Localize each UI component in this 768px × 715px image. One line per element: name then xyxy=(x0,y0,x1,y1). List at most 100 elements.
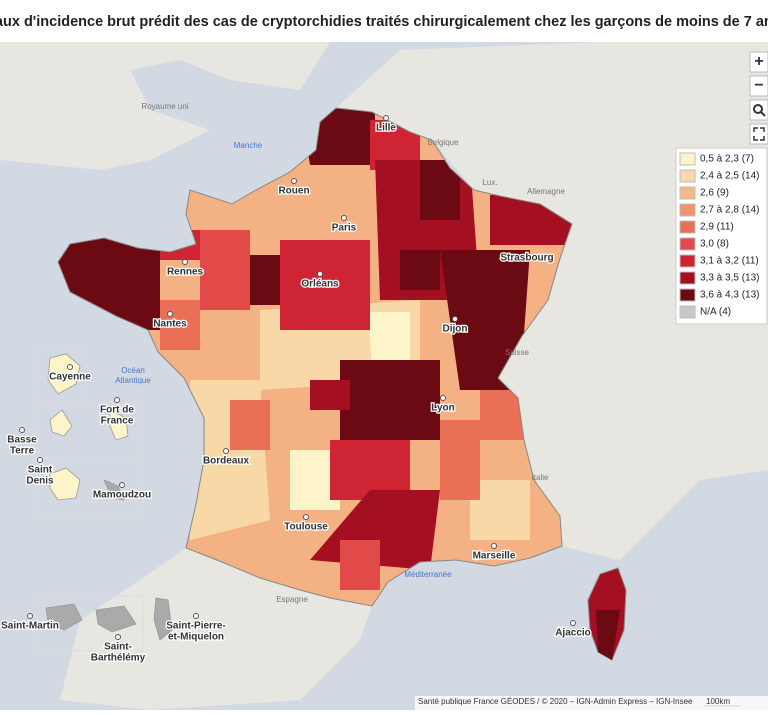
legend-label: 2,9 (11) xyxy=(700,222,734,233)
department xyxy=(290,450,340,510)
city-marker xyxy=(303,514,309,520)
search-icon xyxy=(753,104,763,114)
department xyxy=(245,255,285,305)
legend-swatch xyxy=(679,237,696,251)
city-label: Mamoudzou xyxy=(93,490,151,501)
city-label: Strasbourg xyxy=(500,253,553,264)
city-label: Rouen xyxy=(278,186,309,197)
place-label: Suisse xyxy=(505,348,530,357)
mayotte xyxy=(103,479,125,501)
inset-frame xyxy=(34,458,144,515)
guyane xyxy=(47,353,81,395)
department xyxy=(340,360,440,440)
zoom-label: − xyxy=(754,77,763,94)
controls xyxy=(749,99,768,145)
fullscreen-icon xyxy=(753,127,765,141)
place-label: Allemagne xyxy=(527,187,565,196)
city-marker xyxy=(440,395,446,401)
europe-land xyxy=(336,42,768,560)
legend-label: 3,0 (8) xyxy=(700,239,729,250)
guadeloupe xyxy=(49,409,73,437)
city-label: Bordeaux xyxy=(203,456,250,467)
city-label: France xyxy=(101,416,134,427)
legend-swatch xyxy=(679,169,696,183)
zoom-label: + xyxy=(754,53,763,70)
legend-label: 2,7 à 2,8 (14) xyxy=(700,205,759,216)
city-marker xyxy=(383,115,389,121)
department xyxy=(440,250,530,390)
city-marker xyxy=(570,620,576,626)
city-label: Terre xyxy=(10,446,35,457)
search-icon xyxy=(760,111,766,117)
insets xyxy=(34,349,173,652)
department xyxy=(340,540,380,590)
search-button[interactable] xyxy=(749,99,768,121)
legend-label: 3,6 à 4,3 (13) xyxy=(700,290,759,301)
department xyxy=(470,480,530,540)
martinique xyxy=(109,409,129,441)
city-label: Barthélémy xyxy=(91,653,146,664)
city-label: Ajaccio xyxy=(555,628,591,639)
department xyxy=(230,400,270,450)
saint-pierre xyxy=(153,597,173,641)
inset-frame xyxy=(34,349,88,403)
city-label: Saint- xyxy=(104,642,132,653)
reunion xyxy=(49,467,81,501)
department xyxy=(440,420,480,500)
city-marker xyxy=(317,271,323,277)
city-label: Saint xyxy=(28,465,53,476)
legend-label: N/A (4) xyxy=(700,307,731,318)
department xyxy=(280,240,370,330)
city-label: Saint-Martin xyxy=(1,621,59,632)
department xyxy=(400,250,440,290)
department xyxy=(330,440,410,500)
inset-frame xyxy=(34,595,144,652)
legend-label: 2,4 à 2,5 (14) xyxy=(700,171,759,182)
zoom-button[interactable] xyxy=(749,75,768,97)
city-marker xyxy=(341,215,347,221)
city-marker xyxy=(37,457,43,463)
city-label: Lille xyxy=(376,123,396,134)
legend-swatch xyxy=(679,186,696,200)
attribution: Santé publique France GÉODES / © 2020 – … xyxy=(418,697,693,706)
city-label: Saint-Pierre- xyxy=(166,621,225,632)
legend-swatch xyxy=(679,203,696,217)
city-marker xyxy=(114,397,120,403)
fullscreen-button[interactable] xyxy=(749,123,768,145)
attribution-box xyxy=(415,696,768,710)
city-marker xyxy=(291,178,297,184)
city-marker xyxy=(223,448,229,454)
department xyxy=(200,230,250,310)
place-label: Océan xyxy=(121,366,145,375)
city-marker xyxy=(193,613,199,619)
place-label: Lux. xyxy=(482,178,497,187)
saint-barthelemy xyxy=(95,605,137,633)
place-label: Belgique xyxy=(427,138,459,147)
city-marker xyxy=(167,311,173,317)
department xyxy=(420,160,460,220)
city-marker xyxy=(119,482,125,488)
legend-swatch xyxy=(679,220,696,234)
city-label: Paris xyxy=(332,223,357,234)
uk-land xyxy=(0,42,330,170)
zoom-button[interactable] xyxy=(749,51,768,73)
city-label: Rennes xyxy=(167,267,204,278)
city-label: et-Miquelon xyxy=(168,632,224,643)
saint-martin xyxy=(45,603,83,631)
legend-swatch xyxy=(679,305,696,319)
place-label: Royaume uni xyxy=(141,102,188,111)
title: Taux d'incidence brut prédit des cas de … xyxy=(0,14,768,30)
legend-label: 3,1 à 3,2 (11) xyxy=(700,256,759,267)
city-label: Lyon xyxy=(431,403,455,414)
city-label: Dijon xyxy=(443,324,468,335)
place-label: Atlantique xyxy=(115,376,151,385)
city-label: Marseille xyxy=(473,551,516,562)
department xyxy=(480,390,530,440)
city-label: Cayenne xyxy=(49,372,91,383)
city-label: Denis xyxy=(26,476,54,487)
place-label: Italie xyxy=(532,473,549,482)
legend-label: 0,5 à 2,3 (7) xyxy=(700,154,754,165)
legend-label: 3,3 à 3,5 (13) xyxy=(700,273,759,284)
france-border xyxy=(57,107,573,607)
